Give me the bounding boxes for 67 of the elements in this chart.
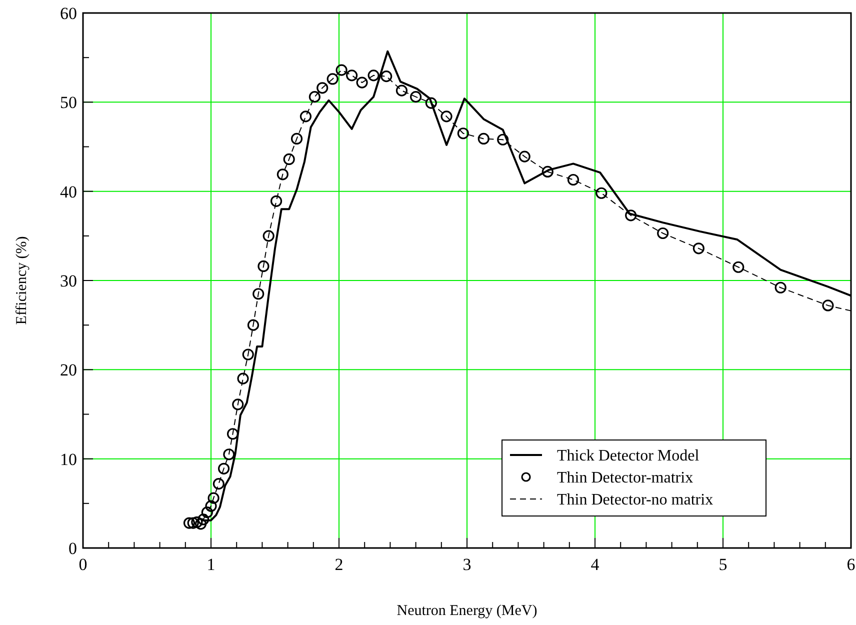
point (356, 76, 368, 88)
x-tick-label: 1 (206, 555, 216, 574)
y-tick-label: 0 (68, 538, 77, 558)
point (326, 73, 338, 85)
point (478, 132, 490, 145)
point (290, 132, 303, 145)
point (625, 210, 637, 222)
y-tick-label: 40 (60, 182, 77, 202)
x-tick-label: 5 (718, 555, 728, 574)
point (425, 97, 437, 109)
x-tick-label: 3 (462, 555, 472, 574)
legend-label: Thick Detector Model (557, 448, 700, 465)
point (300, 110, 312, 122)
x-tick-label: 6 (846, 555, 856, 574)
point (237, 372, 249, 384)
point (440, 110, 452, 122)
point (542, 166, 554, 178)
point (208, 492, 220, 504)
point (410, 91, 422, 103)
point (368, 70, 380, 82)
legend-label: Thin Detector-matrix (557, 470, 694, 487)
point (657, 227, 669, 240)
point (205, 500, 217, 512)
point (262, 230, 274, 242)
point (218, 462, 230, 474)
point (316, 82, 328, 94)
point (336, 64, 348, 76)
point (258, 260, 270, 272)
x-tick-label: 4 (590, 555, 600, 574)
point (198, 514, 210, 526)
point (232, 398, 244, 410)
point (276, 168, 288, 180)
point (396, 84, 408, 96)
y-axis-title: Efficiency (%) (14, 236, 30, 325)
point (596, 187, 608, 199)
point (774, 282, 786, 294)
point (567, 174, 580, 186)
point (497, 134, 509, 146)
point (247, 319, 260, 331)
y-tick-label: 20 (60, 360, 77, 380)
point (457, 128, 469, 140)
point (183, 517, 196, 529)
point (187, 517, 199, 529)
y-tick-label: 60 (60, 4, 77, 23)
y-tick-label: 50 (60, 93, 77, 112)
point (242, 348, 254, 360)
point (346, 70, 358, 82)
y-tick-label: 30 (60, 271, 77, 290)
point (194, 518, 207, 530)
point (732, 261, 744, 273)
x-axis-title: Neutron Energy (MeV) (396, 603, 538, 619)
point (270, 195, 282, 207)
point (692, 242, 704, 254)
point (191, 516, 203, 528)
point (283, 153, 295, 166)
y-tick-label: 10 (60, 450, 77, 469)
point (223, 448, 235, 460)
point (308, 91, 320, 103)
x-tick-label: 2 (334, 555, 344, 574)
point (252, 288, 264, 300)
point (226, 428, 239, 440)
point (518, 150, 530, 162)
point (201, 506, 213, 518)
point (212, 478, 224, 490)
point (822, 300, 834, 312)
point (380, 70, 392, 82)
legend-label: Thin Detector-no matrix (557, 492, 714, 509)
